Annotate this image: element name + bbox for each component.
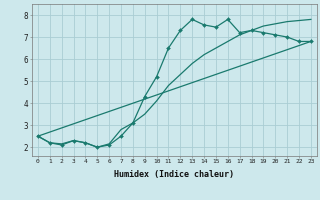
X-axis label: Humidex (Indice chaleur): Humidex (Indice chaleur) — [115, 170, 234, 179]
